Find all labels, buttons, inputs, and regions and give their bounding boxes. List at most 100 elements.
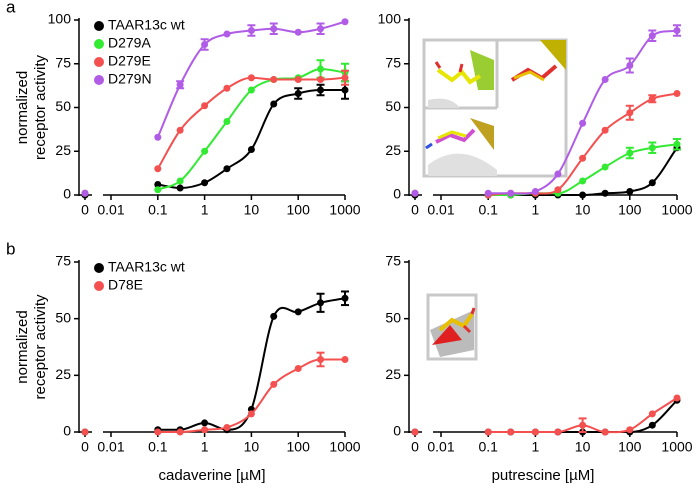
y-axis-label: normalizedreceptor activity <box>14 294 49 400</box>
legend-label: D279A <box>108 35 151 51</box>
data-point <box>201 102 209 110</box>
data-point <box>673 394 681 402</box>
data-point <box>484 428 492 436</box>
data-point <box>223 118 231 125</box>
data-point <box>484 189 492 197</box>
panel-label: a <box>6 0 16 16</box>
data-point <box>579 191 587 199</box>
data-point <box>626 149 634 157</box>
x-tick-label: 100 <box>618 202 642 218</box>
y-tick-label: 25 <box>385 142 401 158</box>
data-point <box>341 18 349 26</box>
data-point <box>601 189 609 197</box>
data-point <box>554 170 562 178</box>
y-axis-label-line: receptor activity <box>32 54 49 160</box>
x-tick-label: 0.1 <box>148 439 168 455</box>
data-point <box>601 428 609 436</box>
data-point <box>294 308 302 316</box>
y-tick-label: 100 <box>48 11 72 27</box>
data-point <box>176 184 184 192</box>
fit-curve <box>157 358 345 433</box>
data-point <box>201 147 209 155</box>
x-axis-label: putrescine [µM] <box>492 467 595 484</box>
data-point <box>507 189 515 197</box>
y-tick-label: 75 <box>55 54 71 70</box>
data-point <box>648 32 656 40</box>
legend-marker <box>94 39 104 49</box>
x-tick-label: 1 <box>201 202 209 218</box>
data-point <box>270 312 278 320</box>
x-tick-label: 10 <box>244 202 260 218</box>
y-axis-label: normalizedreceptor activity <box>14 54 49 160</box>
legend-marker <box>94 21 104 31</box>
data-point <box>579 154 587 162</box>
x-tick-label: 10 <box>575 439 591 455</box>
data-point <box>223 30 231 38</box>
data-point <box>531 188 539 195</box>
data-point <box>247 410 255 418</box>
data-point <box>673 27 681 34</box>
data-point <box>626 62 634 69</box>
data-point <box>294 76 302 83</box>
data-point <box>601 163 609 171</box>
data-point <box>270 76 278 83</box>
x-tick-label: 10 <box>244 439 260 455</box>
y-tick-label: 50 <box>55 309 71 325</box>
legend-marker <box>94 57 104 67</box>
x-tick-label: 1000 <box>329 202 360 218</box>
data-point <box>223 165 231 173</box>
data-point <box>317 355 325 363</box>
data-point <box>201 426 209 434</box>
data-point <box>317 86 325 94</box>
legend-marker <box>94 281 104 291</box>
data-point <box>176 177 184 185</box>
data-point <box>317 76 325 83</box>
x-tick-label: 0.1 <box>148 202 168 218</box>
legend-label: D279E <box>108 53 151 69</box>
data-point <box>247 86 255 94</box>
data-point <box>411 428 419 436</box>
y-tick-label: 75 <box>55 253 71 269</box>
data-point <box>626 426 634 434</box>
data-point <box>579 421 587 429</box>
fit-curve <box>157 89 345 190</box>
data-point <box>341 74 349 82</box>
y-tick-label: 75 <box>385 253 401 269</box>
data-point <box>247 27 255 34</box>
data-point <box>201 41 209 48</box>
data-point <box>294 28 302 36</box>
data-point <box>294 365 302 373</box>
data-point <box>317 25 325 33</box>
x-tick-label: 1000 <box>329 439 360 455</box>
x-tick-label: 1000 <box>661 439 692 455</box>
y-axis-label-line: normalized <box>14 310 31 383</box>
legend-marker <box>94 75 104 85</box>
data-point <box>176 81 184 89</box>
panel-label: b <box>6 239 15 258</box>
x-tick-label: 0 <box>81 439 89 455</box>
y-tick-label: 25 <box>55 366 71 382</box>
data-point <box>648 179 656 187</box>
y-tick-label: 0 <box>393 186 401 202</box>
x-tick-label: 0.1 <box>478 439 498 455</box>
data-point <box>648 410 656 418</box>
legend-label: TAAR13c wt <box>108 17 185 33</box>
data-point <box>154 428 162 436</box>
structure-inset <box>422 38 568 178</box>
y-tick-label: 100 <box>378 11 402 27</box>
x-tick-label: 1000 <box>661 202 692 218</box>
data-point <box>579 177 587 185</box>
y-tick-label: 0 <box>393 423 401 439</box>
data-point <box>154 181 162 188</box>
data-point <box>507 428 515 436</box>
data-point <box>270 380 278 388</box>
data-point <box>176 428 184 436</box>
y-tick-label: 25 <box>385 366 401 382</box>
x-tick-label: 0 <box>411 202 419 218</box>
x-tick-label: 1 <box>532 202 540 218</box>
data-point <box>411 189 419 197</box>
data-point <box>601 126 609 134</box>
data-point <box>247 74 255 82</box>
data-point <box>294 90 302 97</box>
